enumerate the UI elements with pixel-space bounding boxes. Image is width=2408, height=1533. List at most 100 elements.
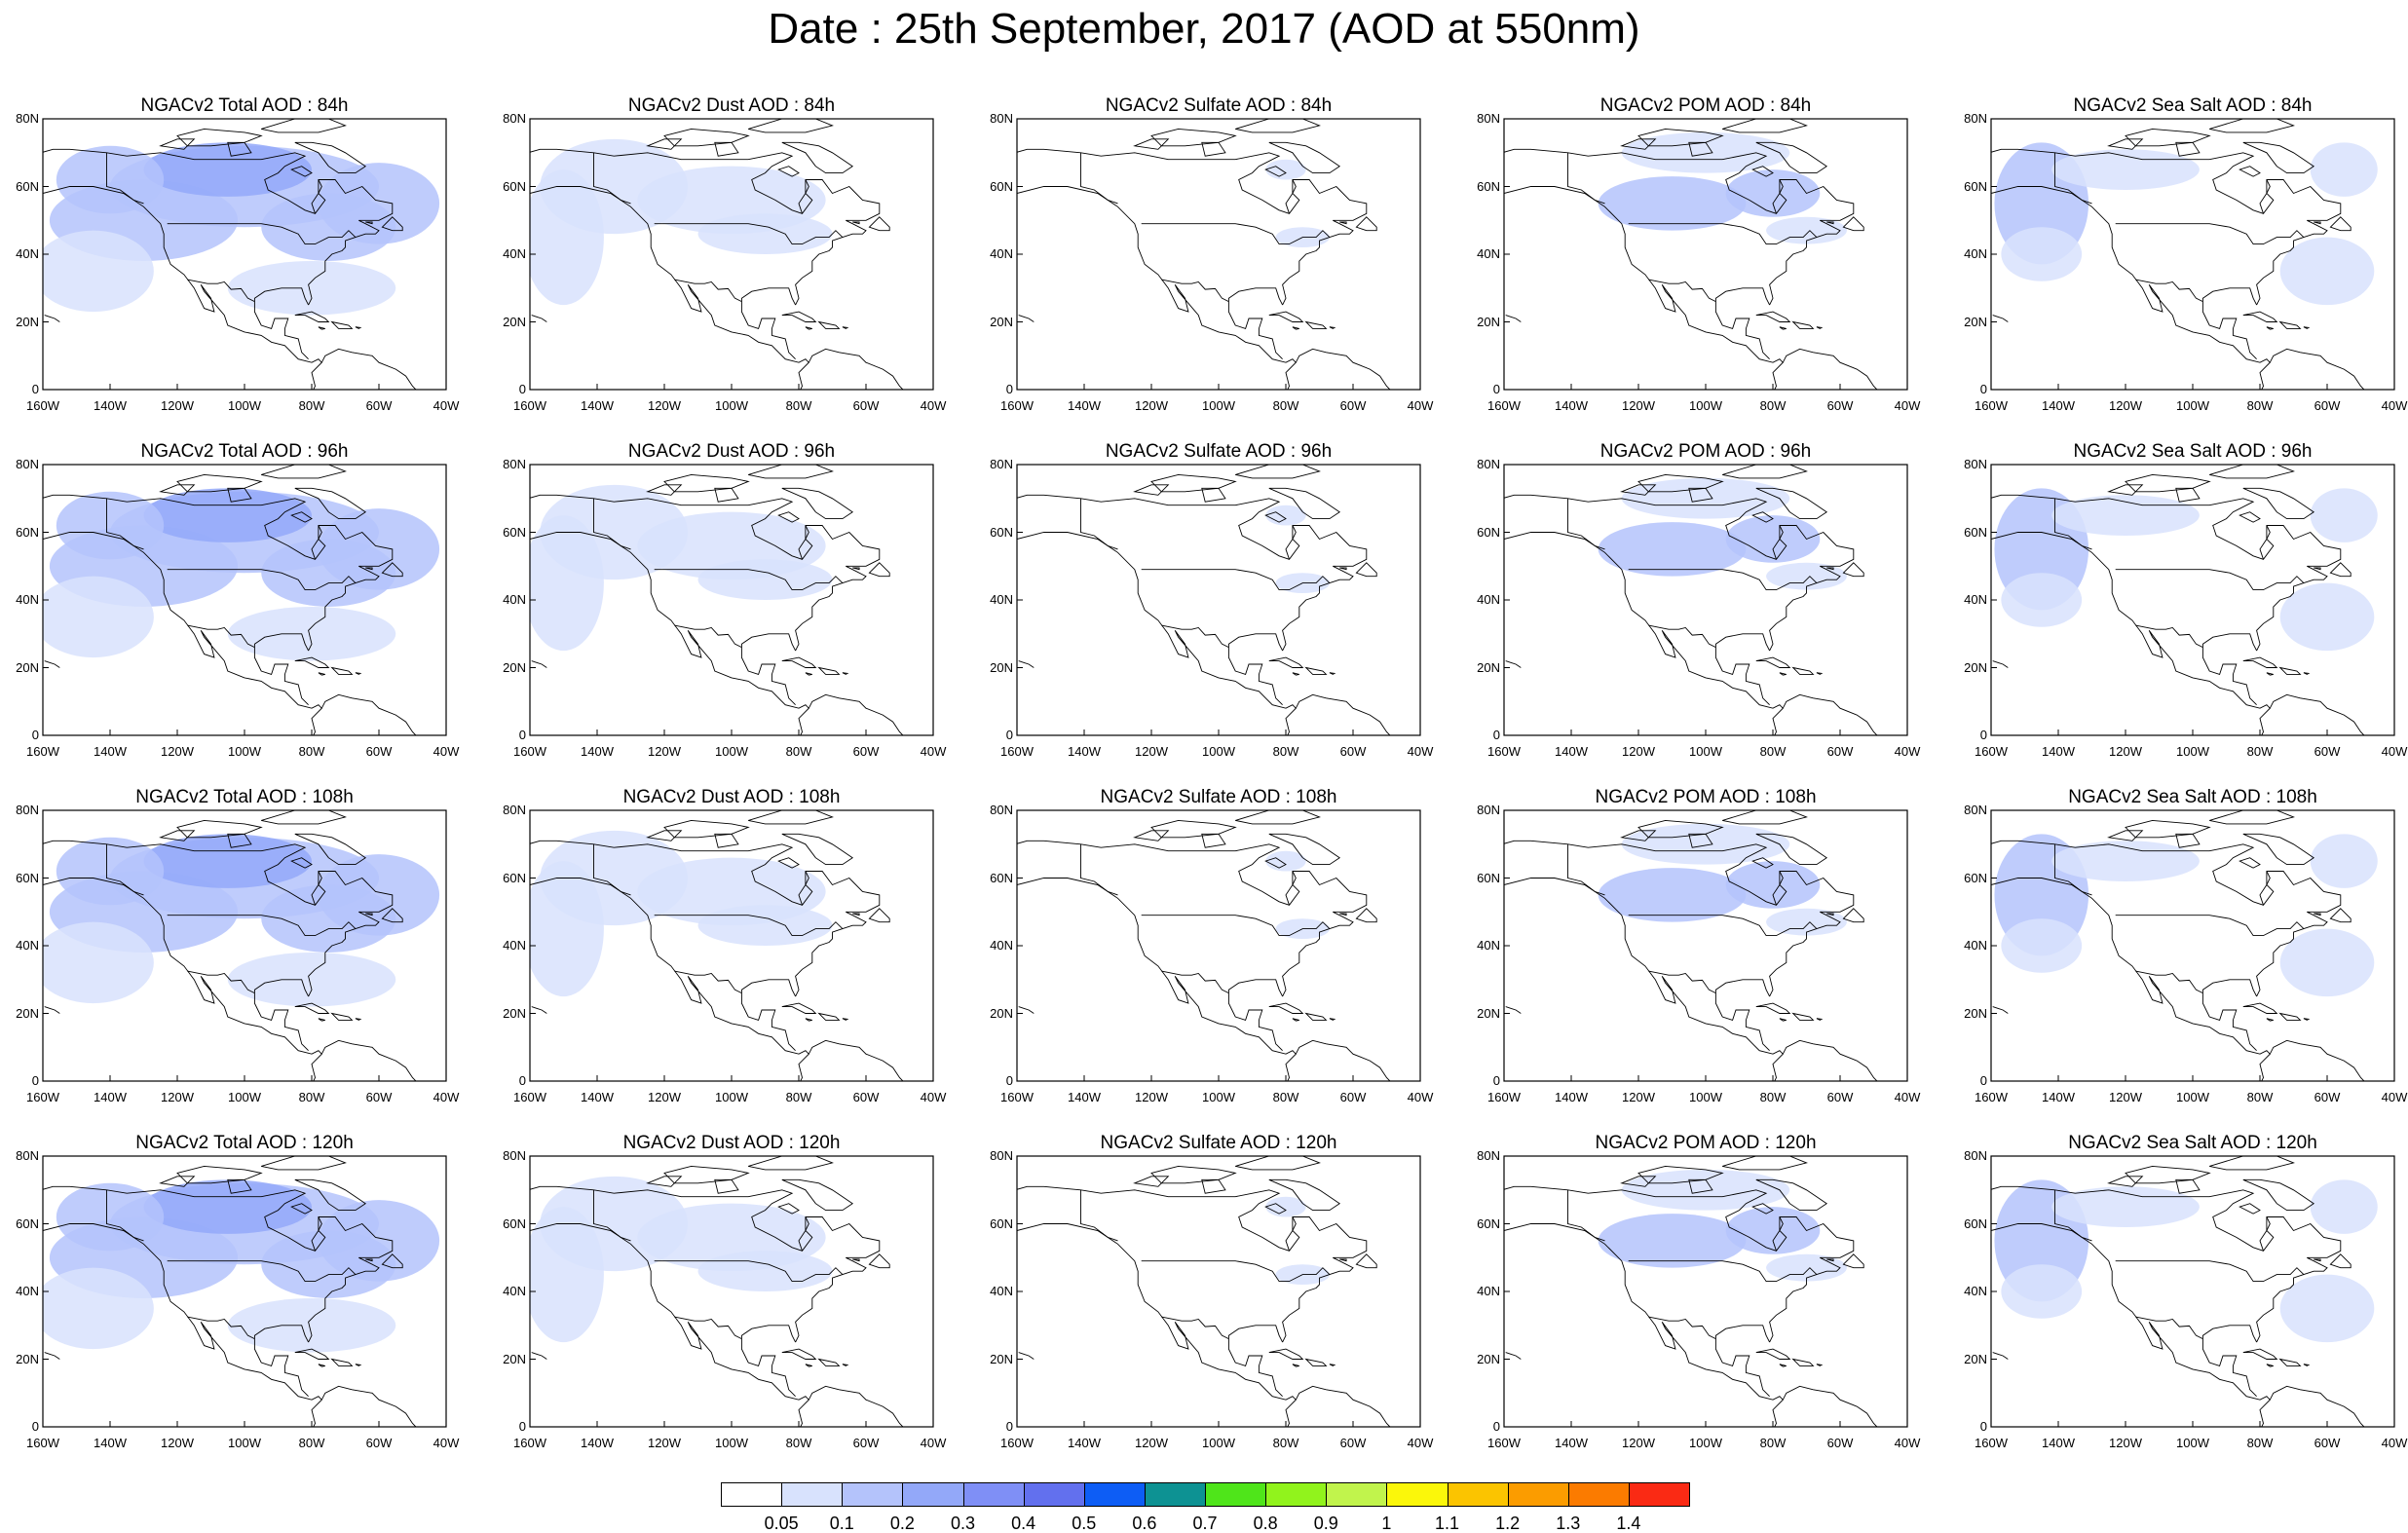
lat-tick-label: 80N (16, 803, 39, 817)
lon-tick-label: 120W (161, 744, 194, 759)
island-outline (646, 484, 683, 496)
lon-tick-label: 40W (920, 744, 947, 759)
coastline (1080, 152, 1118, 205)
coastline (2259, 871, 2271, 906)
coastline (1992, 660, 2009, 668)
aod-field (2279, 1274, 2375, 1343)
aod-field (1725, 861, 1821, 909)
island-outline (842, 326, 849, 329)
island-outline (781, 141, 854, 174)
panel-title: NGACv2 Total AOD : 120h (135, 1133, 354, 1153)
aod-field (227, 1297, 396, 1353)
lat-tick-label: 60N (1964, 524, 1987, 540)
panel-title: NGACv2 Total AOD : 84h (140, 95, 349, 116)
island-outline (1268, 141, 1341, 174)
coastline (167, 569, 357, 591)
coastline (530, 148, 881, 306)
lon-tick-label: 40W (1407, 744, 1434, 759)
lon-tick-label: 60W (1339, 1436, 1367, 1450)
lat-tick-label: 20N (16, 314, 39, 329)
map-panel-sea-salt-84h: NGACv2 Sea Salt AOD : 84h 0 20N 40N 60N 80N 16… (1964, 95, 2407, 413)
lat-tick-label: 20N (1477, 1351, 1500, 1366)
coastline (1628, 569, 1818, 591)
island-outline (1355, 216, 1377, 232)
island-outline (663, 473, 750, 493)
island-outline (1722, 1156, 1808, 1171)
panel-title: NGACv2 Sulfate AOD : 84h (1105, 95, 1333, 116)
island-outline (1791, 320, 1815, 329)
coastline (1227, 979, 1284, 1052)
lat-tick-label: 20N (503, 1005, 526, 1021)
island-outline (1722, 810, 1808, 825)
lat-tick-label: 60N (990, 178, 1013, 194)
lat-tick-label: 0 (31, 1073, 39, 1088)
island-outline (777, 857, 800, 869)
coastline (187, 970, 255, 994)
lon-tick-label: 120W (2109, 1436, 2142, 1450)
island-outline (1779, 1364, 1787, 1367)
lon-tick-label: 120W (1622, 398, 1655, 413)
map-plot (529, 118, 934, 391)
aod-field (143, 834, 312, 888)
lat-tick-label: 40N (16, 1284, 39, 1298)
island-outline (1268, 1348, 1304, 1360)
island-outline (646, 830, 683, 841)
coastline (1080, 1189, 1118, 1242)
coastline (1017, 878, 1297, 1081)
coastline (106, 1189, 144, 1242)
island-outline (2239, 1203, 2261, 1215)
lon-tick-label: 100W (715, 398, 748, 413)
coastline (2135, 970, 2203, 994)
lat-tick-label: 0 (1492, 1073, 1500, 1088)
island-outline (2175, 1178, 2201, 1194)
island-outline (176, 1165, 263, 1184)
colorbar-tick-label: 1.1 (1434, 1514, 1460, 1533)
coastline (2115, 569, 2305, 591)
colorbar-tick-label: 1 (1381, 1514, 1392, 1533)
coastline (2259, 1216, 2271, 1252)
coastline (187, 279, 255, 303)
map-panel-sea-salt-108h: NGACv2 Sea Salt AOD : 108h 0 20N 40N 60N 80N 1… (1964, 787, 2407, 1104)
map-plot (1016, 809, 1421, 1082)
panel-title: NGACv2 POM AOD : 84h (1599, 95, 1812, 116)
lon-tick-label: 140W (581, 744, 614, 759)
lon-tick-label: 140W (2042, 1090, 2075, 1104)
panel-title: NGACv2 Sea Salt AOD : 96h (2073, 441, 2313, 462)
lon-tick-label: 120W (648, 398, 681, 413)
map-plot (1016, 118, 1421, 391)
island-outline (1755, 141, 1828, 174)
island-outline (2303, 672, 2311, 675)
island-outline (1620, 1176, 1657, 1187)
aod-field (56, 1182, 165, 1252)
island-outline (1268, 833, 1341, 866)
lon-tick-label: 140W (1555, 1090, 1588, 1104)
lon-tick-label: 140W (2042, 744, 2075, 759)
lon-tick-label: 40W (1894, 1436, 1921, 1450)
aod-field (227, 260, 396, 316)
coastline (1080, 498, 1118, 550)
aod-field (43, 230, 154, 313)
panel-title: NGACv2 Dust AOD : 108h (622, 787, 841, 807)
lon-tick-label: 140W (1068, 1436, 1101, 1450)
aod-field (1621, 477, 1790, 519)
island-outline (2242, 1178, 2315, 1212)
colorbar-tick-label: 0.8 (1253, 1514, 1278, 1533)
lon-tick-label: 60W (1339, 744, 1367, 759)
coastline (1141, 569, 1331, 591)
coastline (1628, 223, 1818, 245)
lon-tick-label: 60W (1339, 1090, 1367, 1104)
map-panel-dust-84h: NGACv2 Dust AOD : 84h 0 20N 40N 60N 80N 160W 14… (503, 95, 946, 413)
island-outline (330, 1358, 354, 1366)
island-outline (2107, 1176, 2144, 1187)
lat-tick-label: 0 (1492, 1419, 1500, 1434)
lon-tick-label: 120W (161, 1090, 194, 1104)
lon-tick-label: 40W (1407, 1436, 1434, 1450)
lon-tick-label: 120W (1135, 1090, 1168, 1104)
lon-tick-label: 60W (1826, 1436, 1854, 1450)
lon-tick-label: 60W (365, 1436, 393, 1450)
island-outline (1133, 1176, 1170, 1187)
colorbar-swatch (1386, 1482, 1449, 1507)
island-outline (748, 465, 834, 479)
lat-tick-label: 20N (1964, 1351, 1987, 1366)
coastline (43, 840, 394, 997)
